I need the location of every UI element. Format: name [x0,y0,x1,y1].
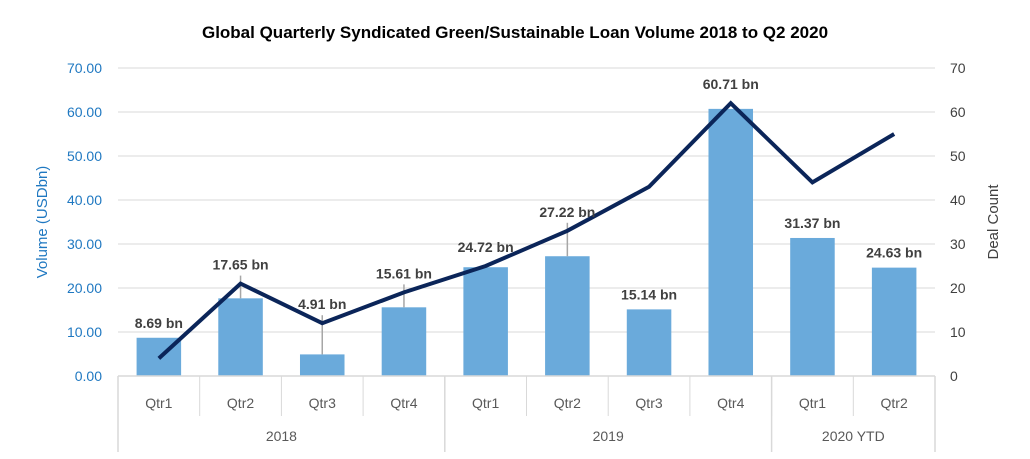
data-label: 24.72 bn [458,239,514,255]
x-tick-label: Qtr4 [717,395,744,411]
y2-tick-label: 50 [950,148,966,164]
chart-title: Global Quarterly Syndicated Green/Sustai… [202,23,828,42]
y2-tick-label: 70 [950,60,966,76]
y2-axis-title: Deal Count [985,184,1002,260]
bar [299,354,345,376]
y-tick-label: 10.00 [67,324,102,340]
data-label: 8.69 bn [135,315,183,331]
x-tick-label: Qtr3 [635,395,662,411]
data-label: 17.65 bn [213,257,269,273]
bar [463,267,508,376]
y2-tick-label: 40 [950,192,966,208]
y2-tick-label: 0 [950,368,958,384]
y-tick-label: 30.00 [67,236,102,252]
data-label: 24.63 bn [866,245,922,261]
deal-count-line [157,100,896,360]
axes: 0.00 10.00 20.00 30.00 40.00 50.00 60.00 70.00 0… [67,60,966,452]
bar [708,108,754,376]
x-tick-label: Qtr1 [799,395,826,411]
y2-tick-label: 60 [950,104,966,120]
y-axis-title: Volume (USDbn) [34,166,51,279]
data-label: 15.14 bn [621,286,677,302]
line-series [157,100,896,360]
y-tick-label: 60.00 [67,104,102,120]
y2-tick-label: 30 [950,236,966,252]
y-tick-label: 0.00 [75,368,102,384]
group-label: 2020 YTD [822,428,885,444]
data-label: 27.22 bn [539,204,595,220]
x-tick-label: Qtr2 [227,395,254,411]
data-label: 60.71 bn [703,76,759,92]
y-tick-label: 50.00 [67,148,102,164]
x-tick-label: Qtr3 [309,395,336,411]
bar [871,267,917,376]
bar [790,237,835,376]
data-label: 15.61 bn [376,265,432,281]
y-tick-label: 20.00 [67,280,102,296]
y-tick-label: 70.00 [67,60,102,76]
x-tick-label: Qtr2 [881,395,908,411]
group-label: 2018 [266,428,297,444]
bar-series [136,108,917,376]
data-label: 4.91 bn [298,296,346,312]
y2-tick-label: 20 [950,280,966,296]
bar [218,298,263,376]
x-tick-label: Qtr4 [390,395,417,411]
data-labels: 8.69 bn 17.65 bn 4.91 bn 15.61 bn 24.72 bn 27… [135,76,922,331]
group-label: 2019 [593,428,624,444]
x-tick-label: Qtr1 [472,395,499,411]
y-tick-label: 40.00 [67,192,102,208]
bar [626,309,672,376]
x-tick-label: Qtr1 [145,395,172,411]
y2-tick-label: 10 [950,324,966,340]
bar [545,256,590,376]
bar [381,307,427,376]
x-tick-label: Qtr2 [554,395,581,411]
data-label: 31.37 bn [784,215,840,231]
